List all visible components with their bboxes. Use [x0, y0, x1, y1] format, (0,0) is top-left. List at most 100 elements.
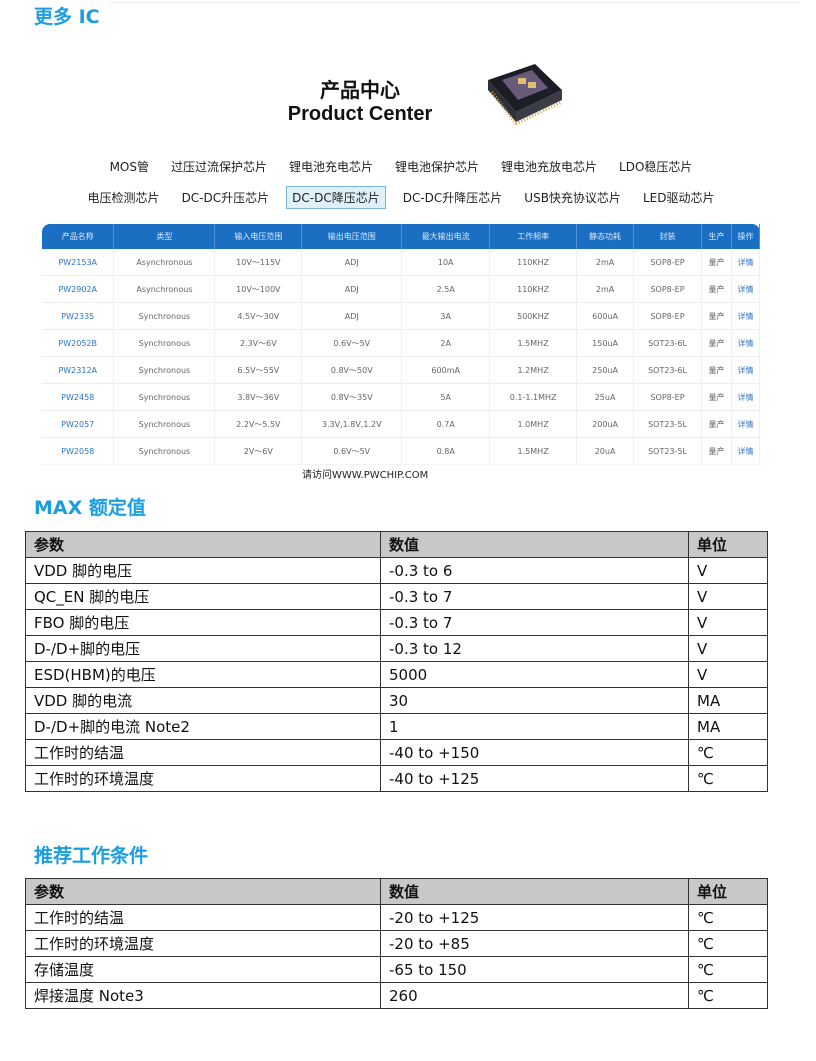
- table-cell: SOP8-EP: [633, 302, 702, 330]
- category-link[interactable]: DC-DC升降压芯片: [402, 191, 503, 205]
- product-link[interactable]: PW2458: [42, 383, 115, 411]
- table-cell: SOT23-5L: [633, 410, 702, 438]
- table-cell: MA: [688, 687, 768, 714]
- table-row: PW2312A Synchronous 6.5V～55V 0.8V～50V 600mA 1…: [42, 356, 761, 384]
- table-cell: -40 to +150: [380, 739, 689, 766]
- table-cell: 量产: [701, 249, 732, 276]
- table-cell: -0.3 to 7: [380, 609, 689, 636]
- table-row: PW2052B Synchronous 2.3V～6V 0.6V～5V 2A 1.5MHZ…: [42, 329, 761, 357]
- table-cell: ESD(HBM)的电压: [25, 661, 381, 688]
- table-cell: VDD 脚的电压: [25, 557, 381, 584]
- product-link[interactable]: PW2312A: [42, 356, 115, 384]
- category-link[interactable]: 电压检测芯片: [87, 191, 160, 205]
- table-cell: 量产: [701, 410, 732, 438]
- category-link[interactable]: USB快充协议芯片: [524, 191, 621, 205]
- table-cell: 存储温度: [25, 956, 381, 983]
- table-cell: 1: [380, 713, 689, 740]
- category-link[interactable]: LED驱动芯片: [642, 191, 715, 205]
- table-cell: 25uA: [576, 383, 635, 411]
- table-cell: 2V～6V: [214, 437, 303, 465]
- table-cell: 6.5V～55V: [214, 356, 303, 384]
- table-cell: 600mA: [401, 356, 491, 384]
- table-cell: SOT23-5L: [633, 437, 702, 465]
- table-cell: 20uA: [576, 437, 635, 465]
- column-header: 类型: [113, 224, 216, 249]
- table-cell: 量产: [701, 356, 732, 384]
- table-cell: 110KHZ: [489, 249, 578, 276]
- column-header: 参数: [25, 531, 381, 558]
- category-row-1: MOS管 过压过流保护芯片 锂电池充电芯片 锂电池保护芯片 锂电池充放电芯片 LDO稳压芯…: [40, 156, 762, 177]
- category-link[interactable]: MOS管: [109, 160, 149, 174]
- table-cell: Synchronous: [113, 410, 216, 438]
- table-cell: 0.7A: [401, 410, 491, 438]
- table-cell: ℃: [688, 982, 768, 1009]
- column-header: 操作: [731, 224, 761, 249]
- table-cell: FBO 脚的电压: [25, 609, 381, 636]
- section-title-more-ic: 更多 IC: [34, 6, 100, 28]
- column-header: 工作频率: [489, 224, 578, 249]
- table-row: 工作时的环境温度 -40 to +125 ℃: [25, 765, 768, 792]
- table-cell: Synchronous: [113, 356, 216, 384]
- table-cell: -20 to +125: [380, 904, 689, 931]
- table-cell: 量产: [701, 275, 732, 303]
- table-row: ESD(HBM)的电压 5000 V: [25, 661, 768, 688]
- details-link[interactable]: 详情: [731, 249, 761, 276]
- product-link[interactable]: PW2058: [42, 437, 115, 465]
- table-cell: 0.8A: [401, 437, 491, 465]
- table-cell: ℃: [688, 739, 768, 766]
- table-cell: 3.3V,1.8V,1.2V: [301, 410, 403, 438]
- product-link[interactable]: PW2057: [42, 410, 115, 438]
- table-cell: 焊接温度 Note3: [25, 982, 381, 1009]
- table-row: PW2058 Synchronous 2V～6V 0.6V～5V 0.8A 1.5MHZ 2…: [42, 437, 761, 465]
- table-cell: 工作时的环境温度: [25, 765, 381, 792]
- details-link[interactable]: 详情: [731, 275, 761, 303]
- category-link[interactable]: DC-DC降压芯片: [286, 186, 386, 209]
- category-link[interactable]: 锂电池充放电芯片: [501, 160, 598, 174]
- section-title-max-ratings: MAX 额定值: [34, 497, 146, 519]
- category-link[interactable]: DC-DC升压芯片: [181, 191, 270, 205]
- table-row: D-/D+脚的电压 -0.3 to 12 V: [25, 635, 768, 662]
- table-cell: Synchronous: [113, 383, 216, 411]
- category-row-2: 电压检测芯片 DC-DC升压芯片 DC-DC降压芯片 DC-DC升降压芯片 USB快充协…: [40, 186, 762, 209]
- table-cell: 0.8V～35V: [301, 383, 403, 411]
- table-cell: 1.2MHZ: [489, 356, 578, 384]
- table-cell: 110KHZ: [489, 275, 578, 303]
- column-header: 产品名称: [42, 224, 115, 249]
- details-link[interactable]: 详情: [731, 356, 761, 384]
- table-cell: V: [688, 609, 768, 636]
- table-cell: ADJ: [301, 275, 403, 303]
- product-link[interactable]: PW2902A: [42, 275, 115, 303]
- table-cell: -40 to +125: [380, 765, 689, 792]
- category-link[interactable]: 锂电池保护芯片: [395, 160, 480, 174]
- details-link[interactable]: 详情: [731, 302, 761, 330]
- category-link[interactable]: LDO稳压芯片: [619, 160, 693, 174]
- table-cell: Asynchronous: [113, 249, 216, 276]
- product-link[interactable]: PW2153A: [42, 249, 115, 276]
- product-link[interactable]: PW2052B: [42, 329, 115, 357]
- table-cell: 1.5MHZ: [489, 437, 578, 465]
- table-cell: 3.8V～36V: [214, 383, 303, 411]
- column-header: 生产: [701, 224, 732, 249]
- table-cell: -0.3 to 6: [380, 557, 689, 584]
- details-link[interactable]: 详情: [731, 410, 761, 438]
- table-cell: -20 to +85: [380, 930, 689, 957]
- table-cell: V: [688, 583, 768, 610]
- category-link[interactable]: 过压过流保护芯片: [170, 160, 267, 174]
- product-link[interactable]: PW2335: [42, 302, 115, 330]
- details-link[interactable]: 详情: [731, 383, 761, 411]
- category-link[interactable]: 锂电池充电芯片: [289, 160, 374, 174]
- column-header: 静态功耗: [576, 224, 635, 249]
- details-link[interactable]: 详情: [731, 437, 761, 465]
- table-cell: 2mA: [576, 249, 635, 276]
- table-cell: -0.3 to 12: [380, 635, 689, 662]
- table-cell: SOP8-EP: [633, 275, 702, 303]
- table-cell: ℃: [688, 930, 768, 957]
- table-cell: 150uA: [576, 329, 635, 357]
- table-row: 工作时的结温 -20 to +125 ℃: [25, 904, 768, 931]
- table-cell: 10A: [401, 249, 491, 276]
- details-link[interactable]: 详情: [731, 329, 761, 357]
